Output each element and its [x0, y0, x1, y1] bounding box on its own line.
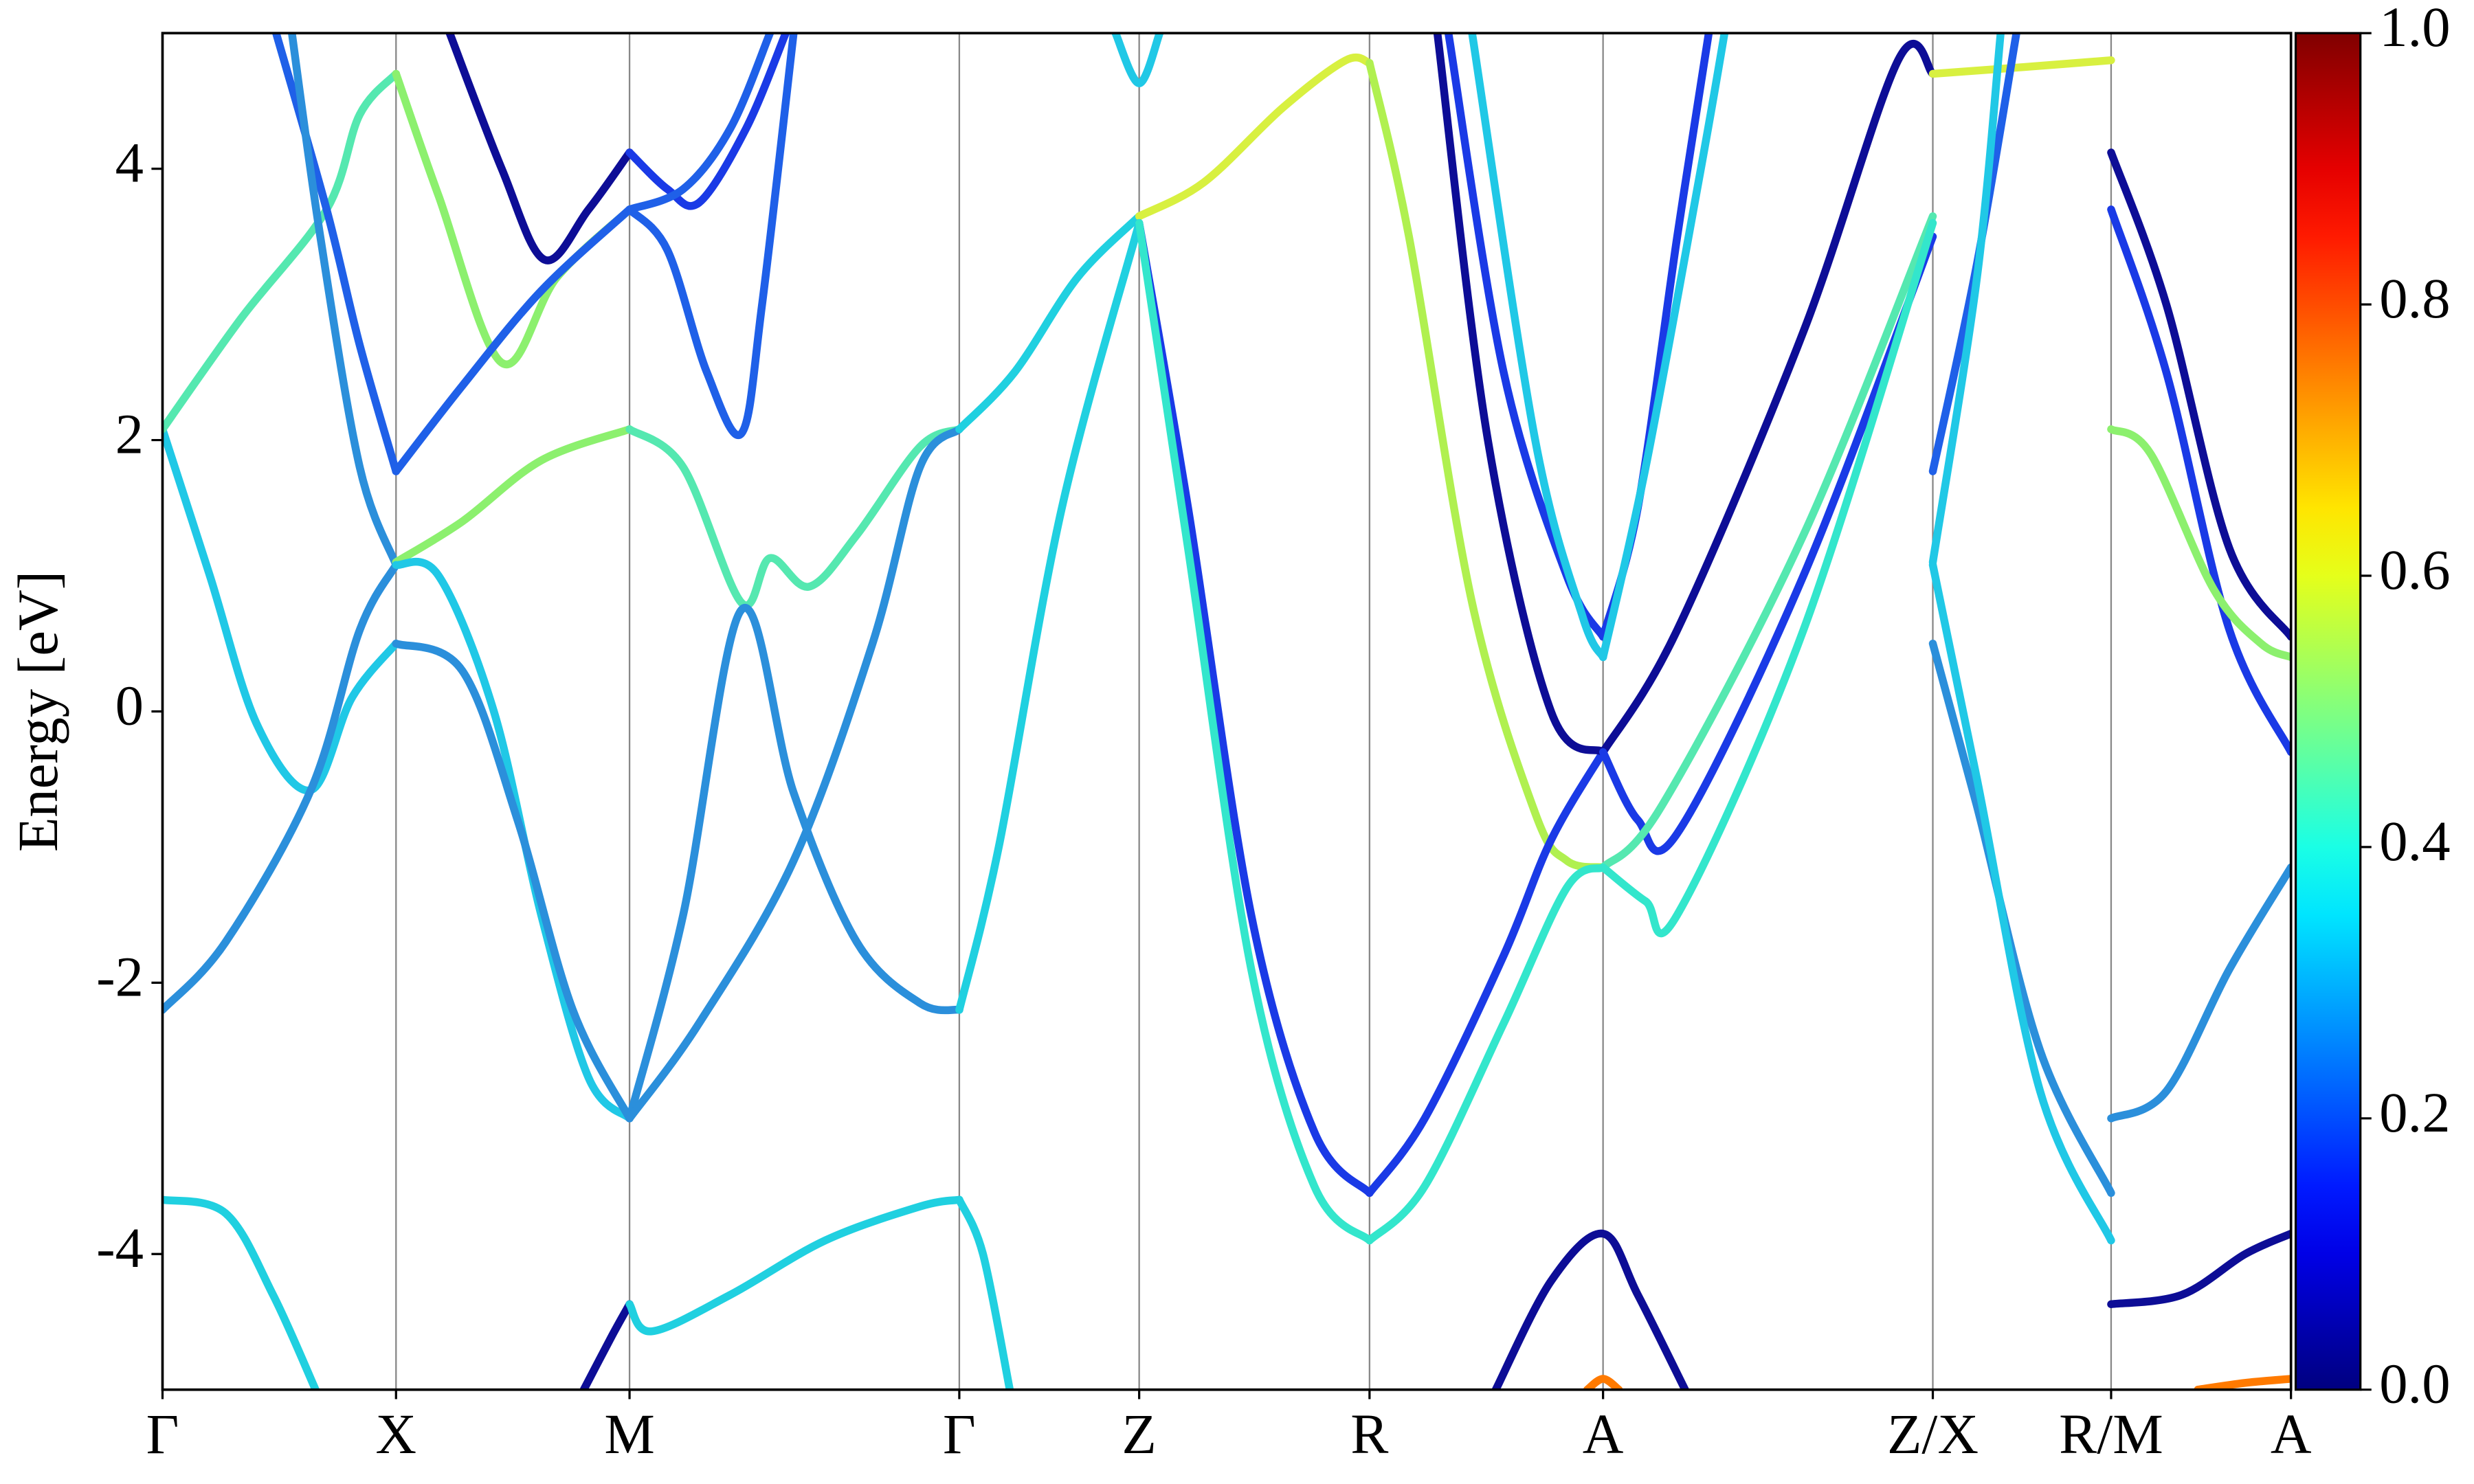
band-line [288, 33, 401, 569]
band-line [1598, 33, 1729, 662]
band-line [625, 33, 790, 210]
band-line [1598, 232, 1937, 855]
band-line [1366, 747, 1607, 1198]
band-line [625, 425, 963, 1123]
y-tick-label: 4 [115, 131, 144, 194]
band-line [2107, 205, 2291, 756]
band-line [162, 69, 401, 434]
colorbar-tick-label: 1.0 [2379, 0, 2450, 58]
band-line [625, 1195, 963, 1336]
band-line [1135, 218, 1374, 1198]
colorbar-tick-label: 0.2 [2379, 1081, 2450, 1144]
band-line [1928, 639, 2115, 1198]
band-line [2107, 148, 2291, 641]
x-tick-label: Z/X [1887, 1402, 1979, 1465]
y-tick-label: 2 [115, 403, 144, 466]
band-line [625, 33, 774, 214]
ticks: Γ X M Γ Z R A Z/X R/M A -4 -2 0 2 4 0.0 0.2 0.4 0.6 0.8 1.0 [96, 0, 2450, 1465]
band-line [392, 425, 634, 567]
band-line [1135, 53, 1374, 221]
band-line [1928, 33, 2020, 475]
band-line [579, 1300, 634, 1390]
band-line [445, 33, 634, 265]
band-line [1111, 33, 1164, 88]
band-line [2194, 1375, 2291, 1390]
band-line [1598, 33, 1713, 641]
x-tick-label: R/M [2059, 1402, 2163, 1465]
colorbar-tick-label: 0.0 [2379, 1352, 2450, 1415]
band-line [625, 33, 798, 439]
band-line [2107, 425, 2291, 662]
x-tick-label: X [375, 1402, 416, 1465]
band-line [1598, 40, 1937, 756]
band-line [1491, 1229, 1689, 1390]
colorbar-tick-label: 0.4 [2379, 809, 2450, 873]
x-tick-label: Γ [146, 1402, 179, 1465]
y-tick-label: -2 [96, 945, 144, 1008]
colorbar-tick-label: 0.6 [2379, 538, 2450, 601]
x-tick-label: M [604, 1402, 654, 1465]
band-line [1366, 58, 1607, 872]
y-tick-label: -4 [96, 1216, 144, 1279]
band-line [1928, 33, 2005, 567]
band-line [955, 218, 1144, 1014]
x-tick-label: Z [1122, 1402, 1156, 1465]
y-axis-label: Energy [eV] [6, 571, 69, 852]
band-line [1928, 56, 2115, 78]
x-tick-label: Γ [943, 1402, 976, 1465]
band-line [1598, 218, 1937, 938]
x-tick-label: A [2271, 1402, 2312, 1465]
colorbar-tick-label: 0.8 [2379, 267, 2450, 330]
band-line [162, 425, 401, 795]
band-line [392, 205, 634, 475]
band-line [1468, 33, 1607, 662]
band-line [955, 212, 1144, 434]
x-tick-label: A [1583, 1402, 1624, 1465]
band-line [1928, 561, 2115, 1245]
band-line [162, 561, 401, 1014]
band-line [955, 1195, 1014, 1390]
band-line [162, 1195, 320, 1390]
band-line [1583, 1375, 1623, 1390]
band-line [272, 33, 401, 475]
band-line [625, 603, 963, 1123]
band-line [1598, 212, 1937, 872]
x-tick-label: R [1350, 1402, 1388, 1465]
colorbar [2294, 32, 2362, 1391]
y-tick-label: 0 [115, 673, 144, 737]
band-line [392, 639, 634, 1123]
band-line [1433, 33, 1607, 756]
bands [162, 33, 2291, 1390]
band-line [1135, 218, 1374, 1245]
band-line [1366, 863, 1607, 1245]
band-line [2107, 863, 2291, 1123]
band-line [625, 425, 963, 609]
band-line [2107, 1229, 2291, 1309]
